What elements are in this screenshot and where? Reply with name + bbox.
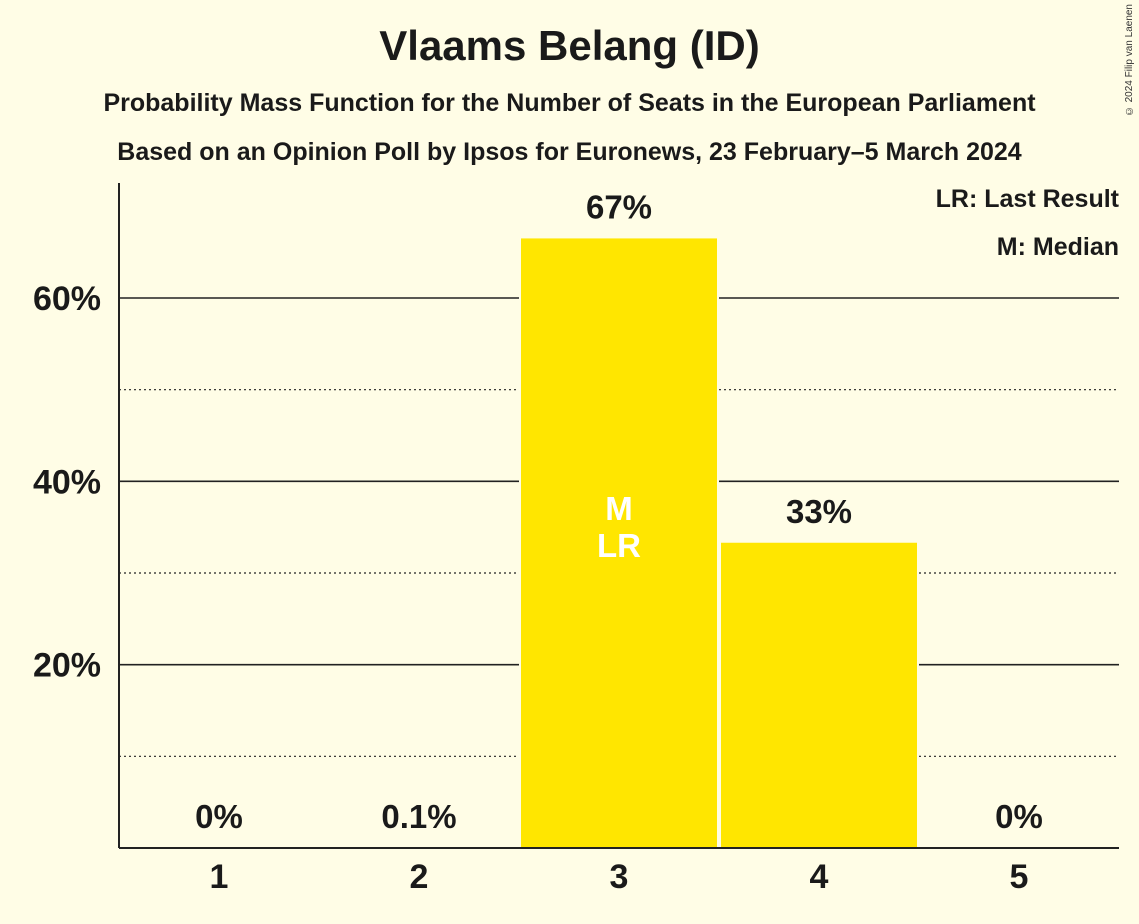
x-tick-label: 4	[810, 858, 829, 896]
legend-last-result: LR: Last Result	[935, 185, 1119, 213]
x-tick-label: 2	[410, 858, 429, 896]
x-tick-label: 1	[210, 858, 229, 896]
bar-marker: M	[605, 490, 633, 527]
chart-title: Vlaams Belang (ID)	[379, 22, 760, 69]
data-label: 33%	[786, 493, 852, 530]
y-tick-label: 40%	[33, 463, 101, 501]
data-label: 67%	[586, 188, 652, 225]
bar	[721, 542, 917, 848]
data-label: 0%	[995, 798, 1043, 835]
bar	[521, 238, 717, 848]
x-tick-label: 3	[610, 858, 629, 896]
data-label: 0%	[195, 798, 243, 835]
chart-subtitle: Probability Mass Function for the Number…	[103, 89, 1036, 117]
x-tick-label: 5	[1010, 858, 1029, 896]
chart-source-line: Based on an Opinion Poll by Ipsos for Eu…	[117, 138, 1022, 166]
y-tick-label: 60%	[33, 280, 101, 318]
bar-marker: LR	[597, 527, 641, 564]
legend-median: M: Median	[996, 233, 1119, 261]
y-tick-label: 20%	[33, 647, 101, 685]
data-label: 0.1%	[381, 798, 456, 835]
